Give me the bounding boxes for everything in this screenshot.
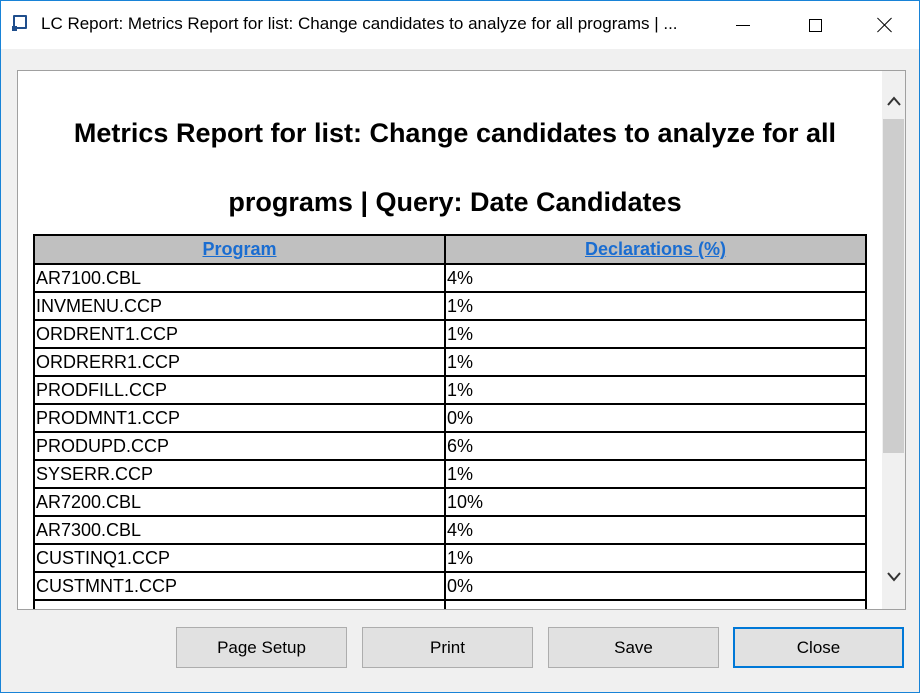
table-row: AR7100.CBL 4% [33, 263, 867, 293]
print-button[interactable]: Print [362, 627, 533, 668]
program-cell: AR7100.CBL [33, 263, 446, 293]
table-row: AR7300.CBL 4% [33, 515, 867, 545]
table-row: ORDRERR1.CCP 1% [33, 347, 867, 377]
declarations-cell: 1% [444, 459, 867, 489]
table-row: CUSTINQ1.CCP 1% [33, 543, 867, 573]
maximize-button[interactable] [792, 1, 838, 49]
table-row: SYSERR.CCP 1% [33, 459, 867, 489]
metrics-table-body: AR7100.CBL 4% INVMENU.CCP 1% ORDRENT1.CCP 1% O… [33, 263, 867, 609]
save-button[interactable]: Save [548, 627, 719, 668]
scroll-thumb[interactable] [883, 119, 904, 453]
report-content: Metrics Report for list: Change candidat… [18, 71, 881, 609]
declarations-cell: 1% [444, 543, 867, 573]
scroll-up-button[interactable] [882, 87, 905, 115]
scroll-down-button[interactable] [882, 563, 905, 591]
program-cell: SYSERR.CCP [33, 459, 446, 489]
program-cell: INVMENU.CCP [33, 291, 446, 321]
minimize-button[interactable] [720, 1, 766, 49]
table-row: ORDRENT1.CCP 1% [33, 319, 867, 349]
program-cell: ORDRENT1.CCP [33, 319, 446, 349]
declarations-cell [444, 599, 867, 609]
table-row: AR7200.CBL 10% [33, 487, 867, 517]
table-header-row: Program Declarations (%) [33, 234, 867, 265]
table-row: PRODUPD.CCP 6% [33, 431, 867, 461]
declarations-cell: 0% [444, 403, 867, 433]
window-title: LC Report: Metrics Report for list: Chan… [41, 14, 678, 33]
column-header-program-link[interactable]: Program [202, 239, 277, 259]
title-bar[interactable]: LC Report: Metrics Report for list: Chan… [1, 1, 919, 49]
declarations-cell: 6% [444, 431, 867, 461]
maximize-icon [808, 18, 822, 32]
column-header-declarations[interactable]: Declarations (%) [444, 234, 867, 265]
table-row: INVMENU.CCP 1% [33, 291, 867, 321]
program-cell: CUSTMNT1.CCP [33, 571, 446, 601]
declarations-cell: 1% [444, 291, 867, 321]
close-button[interactable]: Close [733, 627, 904, 668]
program-cell: PRODUPD.CCP [33, 431, 446, 461]
report-view[interactable]: Metrics Report for list: Change candidat… [17, 70, 906, 610]
table-row [33, 599, 867, 609]
table-row: PRODMNT1.CCP 0% [33, 403, 867, 433]
program-cell: PRODMNT1.CCP [33, 403, 446, 433]
table-row: CUSTMNT1.CCP 0% [33, 571, 867, 601]
vertical-scrollbar[interactable] [882, 71, 905, 609]
declarations-cell: 4% [444, 263, 867, 293]
declarations-cell: 4% [444, 515, 867, 545]
close-icon [877, 17, 893, 33]
program-cell [33, 599, 446, 609]
declarations-cell: 1% [444, 375, 867, 405]
metrics-table: Program Declarations (%) AR7100.CBL 4% INV… [33, 234, 867, 609]
declarations-cell: 0% [444, 571, 867, 601]
report-title: Metrics Report for list: Change candidat… [73, 118, 837, 217]
minimize-icon [736, 24, 750, 26]
app-icon [12, 15, 27, 31]
declarations-cell: 1% [444, 347, 867, 377]
chevron-down-icon [886, 572, 901, 582]
page-setup-button[interactable]: Page Setup [176, 627, 347, 668]
program-cell: ORDRERR1.CCP [33, 347, 446, 377]
program-cell: AR7300.CBL [33, 515, 446, 545]
program-cell: CUSTINQ1.CCP [33, 543, 446, 573]
program-cell: AR7200.CBL [33, 487, 446, 517]
chevron-up-icon [886, 96, 901, 106]
program-cell: PRODFILL.CCP [33, 375, 446, 405]
window-close-button[interactable] [862, 1, 908, 49]
table-row: PRODFILL.CCP 1% [33, 375, 867, 405]
declarations-cell: 1% [444, 319, 867, 349]
column-header-program[interactable]: Program [33, 234, 446, 265]
declarations-cell: 10% [444, 487, 867, 517]
column-header-declarations-link[interactable]: Declarations (%) [584, 239, 727, 259]
